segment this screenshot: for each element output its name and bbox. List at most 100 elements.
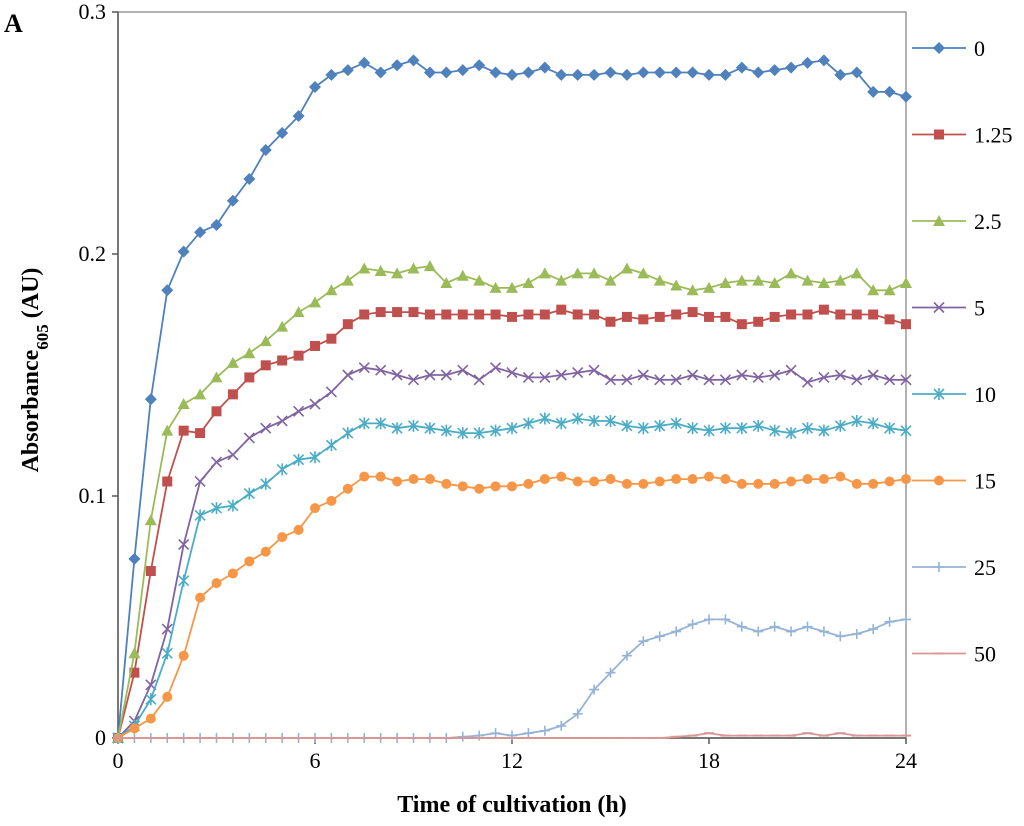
data-point	[818, 371, 830, 383]
data-point	[621, 650, 632, 661]
data-point	[342, 483, 353, 494]
data-point	[785, 267, 798, 279]
data-point	[835, 471, 846, 482]
data-point	[555, 68, 568, 81]
data-point	[851, 374, 863, 386]
data-point	[851, 478, 862, 489]
data-point	[473, 59, 486, 72]
panel-label: A	[4, 9, 23, 38]
data-point	[589, 684, 600, 695]
legend-label: 10	[974, 382, 996, 407]
data-point	[605, 667, 616, 678]
data-point	[539, 412, 551, 425]
data-point	[226, 356, 239, 368]
y-axis-title-subscript: 605	[33, 324, 52, 350]
data-point	[703, 424, 715, 437]
data-point	[211, 406, 222, 417]
data-point	[867, 284, 880, 296]
data-point	[753, 626, 764, 637]
data-point	[523, 478, 534, 489]
data-point	[374, 264, 387, 276]
data-point	[638, 314, 649, 325]
data-point	[654, 631, 665, 642]
data-point	[227, 499, 239, 512]
data-point	[687, 369, 699, 381]
data-point	[834, 68, 847, 81]
data-point	[835, 309, 846, 320]
data-point	[539, 309, 550, 320]
data-point	[489, 66, 502, 79]
data-point	[572, 476, 583, 487]
legend-entry: 25	[912, 555, 996, 580]
data-point	[243, 172, 256, 185]
data-point	[260, 546, 271, 557]
data-point	[736, 621, 747, 632]
data-point	[341, 64, 354, 77]
legend-swatch-marker	[933, 301, 945, 314]
data-point	[260, 360, 271, 371]
data-point	[522, 371, 534, 383]
data-point	[457, 309, 468, 320]
data-point	[785, 427, 797, 440]
data-point	[883, 85, 896, 98]
data-point	[292, 110, 305, 123]
x-tick-label: 6	[310, 748, 321, 773]
data-point	[687, 422, 699, 435]
data-point	[703, 374, 715, 386]
data-point	[769, 424, 781, 437]
data-point	[210, 456, 223, 468]
data-point	[260, 477, 272, 490]
data-point	[769, 311, 780, 322]
data-point	[341, 274, 354, 286]
data-point	[145, 693, 157, 706]
data-point	[325, 439, 337, 452]
data-point	[128, 552, 141, 565]
data-point	[440, 66, 453, 79]
data-point	[227, 568, 238, 579]
data-point	[440, 277, 453, 289]
data-point	[129, 723, 140, 734]
data-point	[670, 279, 683, 291]
legend-label: 15	[974, 469, 996, 494]
data-point	[786, 309, 797, 320]
legend-entry: 1.25	[912, 123, 1013, 148]
data-point	[293, 524, 304, 535]
series-15	[113, 471, 911, 743]
data-point	[604, 66, 617, 79]
data-point	[671, 474, 682, 485]
data-point	[309, 451, 321, 464]
data-point	[259, 143, 272, 156]
data-point	[128, 647, 141, 659]
data-point	[572, 309, 583, 320]
data-point	[457, 731, 468, 742]
data-point	[177, 245, 190, 258]
data-point	[210, 502, 223, 515]
data-point	[309, 81, 321, 94]
data-point	[538, 267, 551, 279]
data-point	[523, 728, 534, 739]
data-point	[735, 274, 748, 286]
data-point	[457, 364, 469, 376]
data-point	[490, 424, 502, 437]
data-point	[637, 369, 649, 381]
data-point	[588, 267, 601, 279]
data-point	[670, 417, 682, 430]
data-point	[638, 636, 649, 647]
data-point	[407, 54, 420, 67]
data-point	[801, 274, 814, 286]
data-point	[654, 419, 666, 432]
data-point	[358, 56, 371, 69]
data-point	[424, 474, 435, 485]
data-point	[736, 422, 748, 435]
data-point	[227, 449, 239, 461]
data-point	[653, 274, 666, 286]
series-2-5	[112, 260, 912, 743]
data-point	[424, 422, 436, 435]
data-point	[752, 66, 765, 79]
data-point	[392, 476, 403, 487]
data-point	[621, 478, 632, 489]
data-point	[292, 306, 305, 318]
data-point	[850, 267, 863, 279]
data-point	[555, 417, 567, 430]
